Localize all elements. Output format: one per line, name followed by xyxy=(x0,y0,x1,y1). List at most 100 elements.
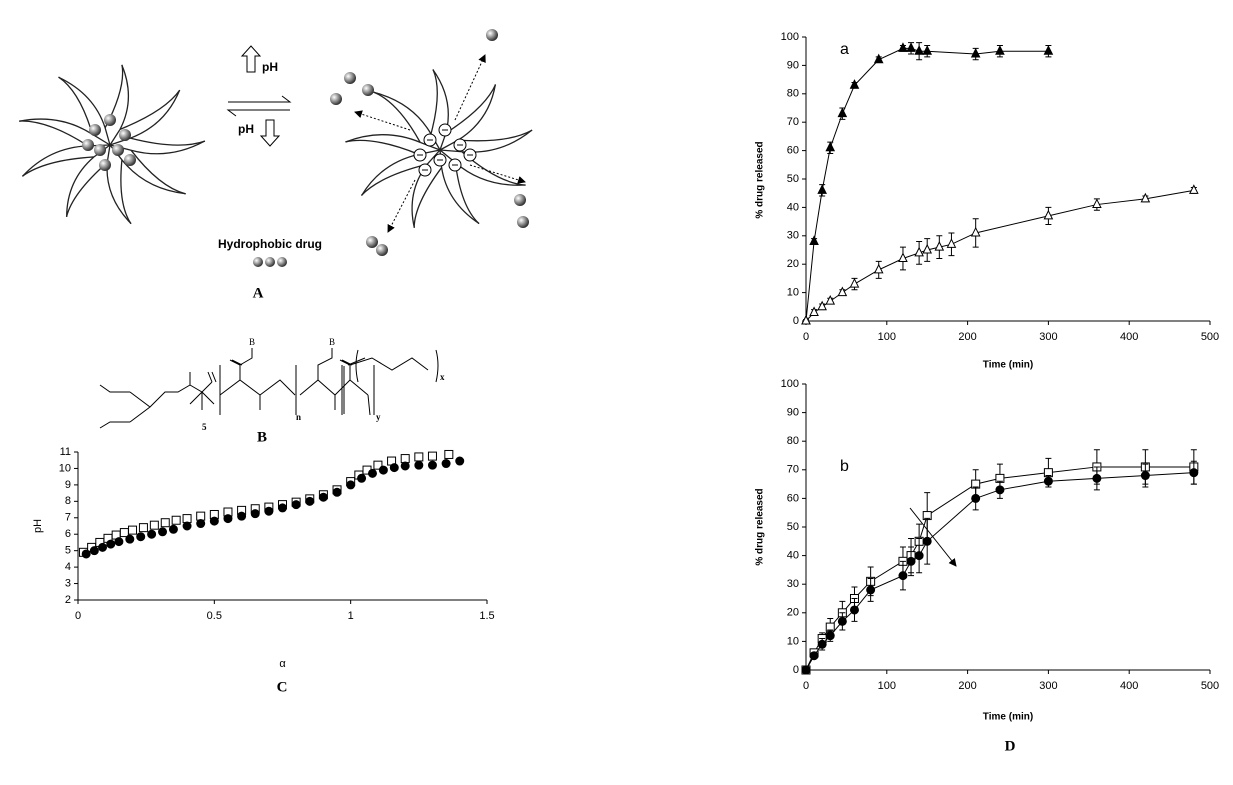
panel-label: A xyxy=(253,285,264,301)
polymer-chain xyxy=(413,167,443,228)
y-tick-label: 60 xyxy=(787,145,799,157)
data-point xyxy=(914,246,924,257)
y-tick-label: 20 xyxy=(787,607,799,619)
drug-icon xyxy=(265,257,275,267)
data-point xyxy=(196,511,206,521)
down-arrow xyxy=(259,119,281,147)
data-point xyxy=(906,556,916,566)
polymer-chain xyxy=(430,69,438,135)
data-point xyxy=(849,79,860,89)
data-point xyxy=(278,503,287,513)
data-point xyxy=(873,53,884,64)
polymer-chain xyxy=(119,89,181,130)
x-tick-label: 1.5 xyxy=(479,610,494,622)
polymer-chain xyxy=(92,133,111,146)
data-point xyxy=(922,45,933,55)
y-tick-label: 100 xyxy=(781,378,799,390)
y-axis-label: pH xyxy=(32,519,44,533)
data-point xyxy=(291,500,301,510)
data-point xyxy=(400,461,410,471)
polymer-chain xyxy=(58,76,106,129)
data-point xyxy=(898,571,908,581)
data-point xyxy=(98,542,108,552)
y-tick-label: 50 xyxy=(787,521,799,533)
y-tick-label: 40 xyxy=(787,201,799,213)
release-arrow xyxy=(454,54,486,121)
x-tick-label: 300 xyxy=(1039,331,1057,343)
y-tick-label: 50 xyxy=(787,173,799,185)
y-tick-label: 80 xyxy=(787,88,799,100)
drug-particle xyxy=(94,144,106,156)
data-point xyxy=(81,549,91,559)
data-point xyxy=(106,539,116,549)
data-point xyxy=(825,141,836,152)
micelle-diagram: pH pH Hydrophobic drug A xyxy=(19,29,533,301)
drug-particle xyxy=(82,139,94,151)
data-point xyxy=(147,529,157,539)
polymer-chain xyxy=(120,159,132,225)
x-axis-label: α xyxy=(279,658,286,670)
data-point xyxy=(849,277,860,288)
polymer-chain xyxy=(373,91,432,135)
drug-particle xyxy=(89,124,101,136)
data-point xyxy=(1189,184,1199,194)
y-tick-label: 5 xyxy=(65,545,71,557)
polymer-chain xyxy=(130,140,206,155)
data-point xyxy=(125,534,135,544)
data-point xyxy=(837,616,847,626)
polymer-chain xyxy=(19,120,89,147)
data-point xyxy=(837,107,848,118)
x-tick-label: 400 xyxy=(1120,680,1138,692)
x-tick-label: 400 xyxy=(1120,331,1138,343)
polymer-chain xyxy=(66,156,95,217)
data-point xyxy=(971,493,981,503)
data-point xyxy=(866,585,876,595)
y-tick-label: 70 xyxy=(787,116,799,128)
data-point xyxy=(357,473,367,483)
data-point xyxy=(332,487,342,497)
series-line xyxy=(805,472,1194,671)
polymer-chain xyxy=(360,163,428,196)
polymer-chain xyxy=(458,129,533,142)
data-point xyxy=(305,496,315,506)
drug-particle xyxy=(330,93,342,105)
drug-particle xyxy=(362,84,374,96)
polymer-chain xyxy=(19,118,93,135)
chemical-structure: B B n y x 5 B xyxy=(99,337,445,445)
y-tick-label: 30 xyxy=(787,230,799,242)
data-point xyxy=(250,509,260,519)
drug-particle xyxy=(486,29,498,41)
x-tick-label: 500 xyxy=(1201,331,1219,343)
repeat-index: n xyxy=(296,412,301,422)
ph-label: pH xyxy=(262,60,278,74)
data-point xyxy=(898,42,908,52)
drug-particle xyxy=(344,72,356,84)
polymer-chain xyxy=(445,84,497,134)
data-point xyxy=(128,525,138,535)
data-point xyxy=(1043,209,1054,220)
y-tick-label: 6 xyxy=(65,528,71,540)
drug-particle xyxy=(112,144,124,156)
data-point xyxy=(414,460,424,470)
data-point xyxy=(367,468,377,478)
polymer-chain xyxy=(457,84,497,141)
polymer-chain xyxy=(440,167,480,225)
y-axis-label: % drug released xyxy=(755,488,766,565)
polymer-chain xyxy=(104,127,111,146)
data-point xyxy=(1092,473,1102,483)
data-point xyxy=(809,306,819,316)
y-tick-label: 10 xyxy=(787,287,799,299)
data-point xyxy=(873,263,884,274)
data-point xyxy=(922,243,933,254)
data-point xyxy=(196,519,206,529)
drug-particle xyxy=(104,114,116,126)
release-arrow xyxy=(354,110,411,131)
drug-particle xyxy=(124,154,136,166)
y-axis-label: % drug released xyxy=(755,141,766,218)
data-point xyxy=(89,546,99,556)
drug-particle xyxy=(517,216,529,228)
x-tick-label: 500 xyxy=(1201,680,1219,692)
drug-particle xyxy=(376,244,388,256)
data-point xyxy=(182,514,192,524)
substituent: B xyxy=(329,337,335,347)
